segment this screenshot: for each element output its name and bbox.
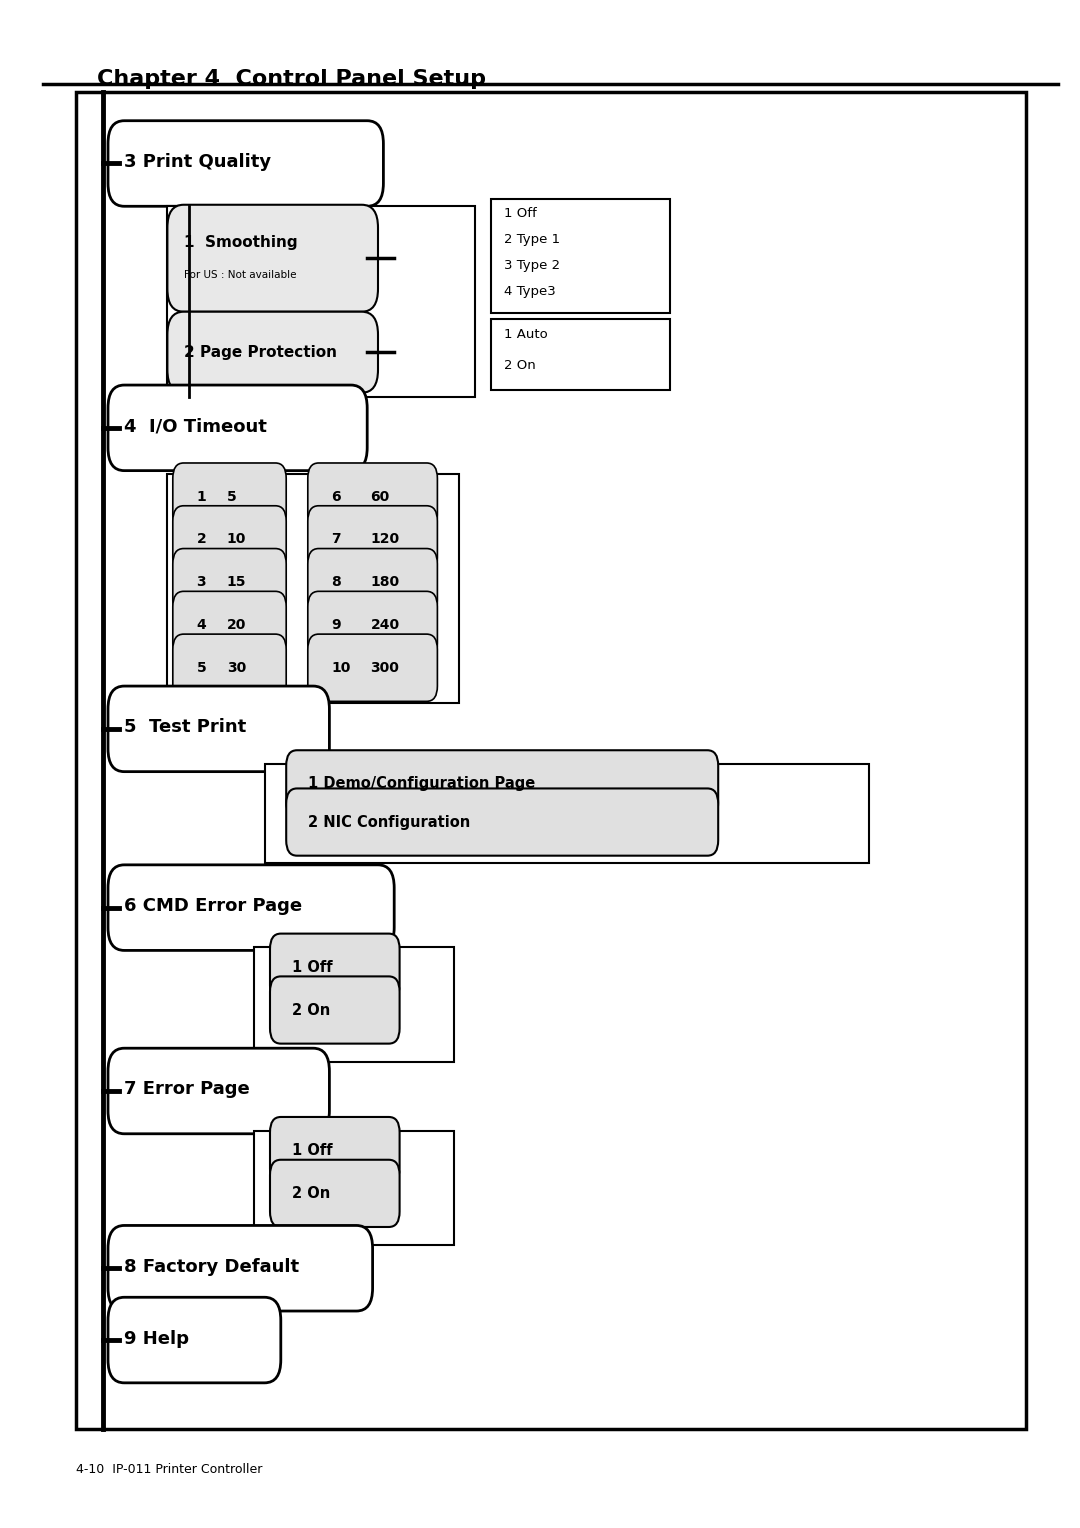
FancyBboxPatch shape (308, 549, 437, 616)
FancyBboxPatch shape (167, 205, 378, 312)
FancyBboxPatch shape (308, 591, 437, 659)
Text: 2 Type 1: 2 Type 1 (504, 234, 561, 246)
FancyBboxPatch shape (265, 764, 869, 863)
Text: 4  I/O Timeout: 4 I/O Timeout (124, 417, 267, 435)
Text: 3 Type 2: 3 Type 2 (504, 260, 561, 272)
FancyBboxPatch shape (491, 319, 670, 390)
Text: 2 On: 2 On (292, 1002, 329, 1018)
FancyBboxPatch shape (254, 947, 454, 1062)
FancyBboxPatch shape (108, 1048, 329, 1134)
Text: 3 Print Quality: 3 Print Quality (124, 153, 271, 171)
Text: 15: 15 (227, 575, 246, 590)
FancyBboxPatch shape (108, 865, 394, 950)
FancyBboxPatch shape (491, 199, 670, 313)
Text: 1: 1 (197, 489, 206, 504)
FancyBboxPatch shape (270, 976, 400, 1044)
FancyBboxPatch shape (173, 463, 286, 530)
Text: 5: 5 (227, 489, 237, 504)
Text: 60: 60 (370, 489, 390, 504)
Text: 10: 10 (227, 532, 246, 547)
Text: 8: 8 (332, 575, 341, 590)
Text: 5: 5 (197, 660, 206, 675)
FancyBboxPatch shape (270, 1160, 400, 1227)
Text: 180: 180 (370, 575, 400, 590)
FancyBboxPatch shape (167, 312, 378, 393)
FancyBboxPatch shape (108, 121, 383, 206)
Text: 20: 20 (227, 617, 246, 633)
Text: 2 On: 2 On (504, 359, 536, 371)
Text: 4: 4 (197, 617, 206, 633)
Text: 6: 6 (332, 489, 341, 504)
Text: 6 CMD Error Page: 6 CMD Error Page (124, 897, 302, 915)
Text: 5  Test Print: 5 Test Print (124, 718, 246, 736)
FancyBboxPatch shape (173, 549, 286, 616)
FancyBboxPatch shape (270, 1117, 400, 1184)
FancyBboxPatch shape (108, 385, 367, 471)
Text: 10: 10 (332, 660, 351, 675)
Text: 2 NIC Configuration: 2 NIC Configuration (308, 814, 470, 830)
Text: Chapter 4  Control Panel Setup: Chapter 4 Control Panel Setup (97, 69, 486, 89)
Text: 300: 300 (370, 660, 400, 675)
Text: 1 Off: 1 Off (292, 1143, 333, 1158)
Text: 2 On: 2 On (292, 1186, 329, 1201)
Text: 3: 3 (197, 575, 206, 590)
FancyBboxPatch shape (108, 1297, 281, 1383)
Text: 4-10  IP-011 Printer Controller: 4-10 IP-011 Printer Controller (76, 1464, 262, 1476)
FancyBboxPatch shape (308, 463, 437, 530)
Text: 9: 9 (332, 617, 341, 633)
Text: 240: 240 (370, 617, 400, 633)
Text: 4 Type3: 4 Type3 (504, 286, 556, 298)
FancyBboxPatch shape (173, 506, 286, 573)
FancyBboxPatch shape (76, 92, 1026, 1429)
Text: 2 Page Protection: 2 Page Protection (184, 345, 337, 361)
FancyBboxPatch shape (108, 1225, 373, 1311)
FancyBboxPatch shape (167, 474, 459, 703)
Text: 9 Help: 9 Help (124, 1329, 189, 1348)
FancyBboxPatch shape (108, 686, 329, 772)
FancyBboxPatch shape (308, 506, 437, 573)
FancyBboxPatch shape (286, 788, 718, 856)
Text: 7 Error Page: 7 Error Page (124, 1080, 249, 1099)
FancyBboxPatch shape (173, 634, 286, 701)
Text: 8 Factory Default: 8 Factory Default (124, 1258, 299, 1276)
FancyBboxPatch shape (254, 1131, 454, 1245)
FancyBboxPatch shape (308, 634, 437, 701)
Text: 2: 2 (197, 532, 206, 547)
FancyBboxPatch shape (270, 934, 400, 1001)
FancyBboxPatch shape (173, 591, 286, 659)
FancyBboxPatch shape (286, 750, 718, 817)
FancyBboxPatch shape (167, 206, 475, 397)
Text: 7: 7 (332, 532, 341, 547)
Text: 1 Auto: 1 Auto (504, 329, 549, 341)
Text: 1 Off: 1 Off (504, 208, 537, 220)
Text: 1 Demo/Configuration Page: 1 Demo/Configuration Page (308, 776, 535, 792)
Text: 120: 120 (370, 532, 400, 547)
Text: 30: 30 (227, 660, 246, 675)
Text: For US : Not available: For US : Not available (184, 270, 296, 280)
Text: 1 Off: 1 Off (292, 960, 333, 975)
Text: 1  Smoothing: 1 Smoothing (184, 235, 297, 251)
